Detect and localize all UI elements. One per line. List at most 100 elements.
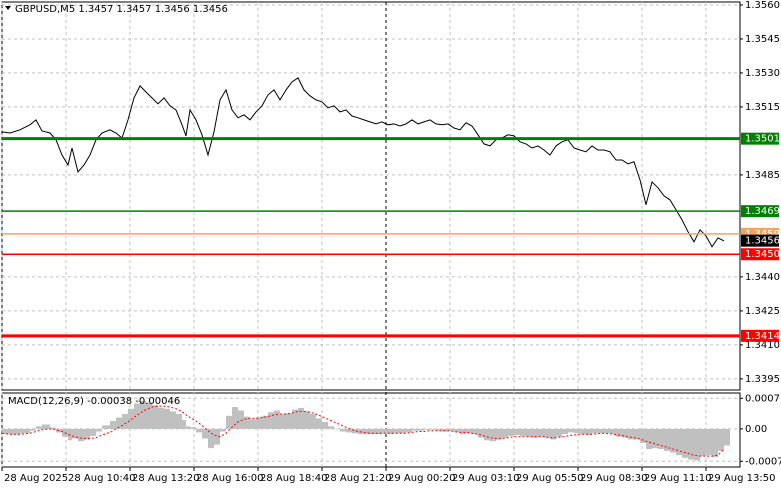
- macd-bar: [622, 428, 628, 438]
- macd-bar: [274, 410, 280, 429]
- macd-bar: [538, 428, 544, 437]
- macd-bar: [604, 428, 610, 434]
- y-tick-label: 1.3530: [745, 68, 780, 79]
- macd-bar: [128, 408, 134, 429]
- macd-bar: [72, 428, 78, 439]
- macd-bar: [232, 407, 238, 429]
- macd-bar: [646, 428, 652, 450]
- macd-bar: [328, 426, 334, 429]
- mark-layer: [1, 77, 740, 461]
- price-label: 1.3414: [745, 331, 780, 342]
- x-tick-label: 29 Aug 03:10: [452, 473, 519, 484]
- macd-bar: [310, 414, 316, 429]
- price-label: 1.3469: [745, 206, 780, 217]
- macd-bar: [208, 428, 214, 449]
- macd-bar: [220, 428, 226, 432]
- macd-bar: [340, 428, 346, 432]
- symbol-menu-arrow[interactable]: [5, 6, 11, 10]
- macd-bar: [706, 428, 712, 456]
- macd-bar: [652, 428, 658, 449]
- y-tick-label: 0.0007: [745, 393, 780, 404]
- price-label-box: [741, 205, 779, 218]
- y-tick-label: 1.3395: [745, 374, 780, 385]
- macd-bar: [616, 428, 622, 437]
- x-tick-label: 29 Aug 13:50: [708, 473, 775, 484]
- macd-bar: [96, 428, 102, 432]
- macd-bar: [164, 408, 170, 429]
- macd-bar: [152, 405, 158, 429]
- macd-bar: [508, 428, 514, 436]
- y-tick-label: 1.3560: [745, 0, 780, 11]
- macd-bar: [36, 426, 42, 429]
- macd-bar: [682, 428, 688, 458]
- price-line: [1, 77, 725, 248]
- macd-bar: [472, 428, 478, 435]
- macd-bar: [250, 419, 256, 429]
- x-tick-label: 28 Aug 16:00: [196, 473, 263, 484]
- macd-bar: [110, 421, 116, 429]
- macd-bar: [364, 428, 370, 435]
- macd-bar: [514, 428, 520, 436]
- macd-bar: [424, 428, 430, 430]
- y-tick-label: 1.3410: [745, 340, 780, 351]
- macd-bar: [190, 427, 196, 429]
- y-tick-label: 1.3485: [745, 170, 780, 181]
- macd-bar: [448, 428, 454, 431]
- macd-bar: [490, 428, 496, 442]
- macd-bar: [122, 414, 128, 429]
- macd-bar: [352, 428, 358, 434]
- macd-bar: [102, 425, 110, 429]
- macd-bar: [90, 428, 96, 436]
- macd-bar: [322, 421, 328, 429]
- macd-bar: [562, 428, 568, 435]
- macd-bar: [502, 428, 508, 438]
- x-tick-label: 28 Aug 18:40: [260, 473, 327, 484]
- x-tick-label: 28 Aug 10:40: [68, 473, 135, 484]
- macd-bar: [116, 417, 122, 429]
- chart-title: GBPUSD,M5 1.3457 1.3457 1.3456 1.3456: [15, 4, 228, 15]
- macd-bar: [478, 428, 484, 438]
- macd-bar: [382, 428, 388, 434]
- macd-bar: [84, 428, 90, 440]
- macd-bar: [700, 428, 706, 457]
- macd-bar: [628, 428, 634, 440]
- macd-bar: [718, 428, 724, 451]
- macd-bar: [20, 428, 30, 434]
- macd-bar: [256, 417, 262, 429]
- macd-bar: [346, 428, 352, 433]
- macd-bar: [688, 428, 694, 460]
- macd-bar: [694, 428, 700, 461]
- macd-bar: [400, 428, 406, 434]
- macd-bar: [574, 428, 580, 434]
- macd-bar: [406, 428, 412, 433]
- macd-bar: [268, 412, 274, 429]
- x-tick-label: 28 Aug 13:20: [132, 473, 199, 484]
- price-label: 1.3501: [745, 134, 780, 145]
- macd-bar: [580, 428, 586, 435]
- macd-bar: [244, 416, 250, 429]
- macd-bar: [286, 413, 292, 429]
- macd-bar: [202, 428, 208, 439]
- macd-bar: [532, 428, 538, 438]
- price-label-box: [741, 132, 779, 145]
- macd-bar: [712, 428, 718, 457]
- macd-bar: [170, 411, 176, 429]
- macd-bar: [454, 428, 460, 433]
- macd-bar: [460, 428, 466, 435]
- macd-bar: [436, 428, 442, 431]
- macd-bar: [292, 409, 298, 429]
- macd-title: MACD(12,26,9) -0.00038 -0.00046: [8, 396, 180, 407]
- x-tick-label: 29 Aug 05:50: [516, 473, 583, 484]
- price-label-box: [741, 248, 779, 261]
- x-tick-label: 28 Aug 2025: [4, 473, 68, 484]
- macd-bar: [158, 407, 164, 429]
- price-label: 1.3456: [745, 236, 780, 247]
- y-tick-label: 1.3440: [745, 272, 780, 283]
- x-tick-label: 28 Aug 21:20: [324, 473, 391, 484]
- macd-bar: [140, 400, 146, 429]
- label-layer: 1.3560 1.3545 1.3530 1.3515 1.3485 1.3440 1.34…: [4, 0, 781, 484]
- y-tick-label: -0.00074: [745, 456, 781, 467]
- macd-bar: [568, 428, 574, 433]
- macd-bar: [418, 428, 424, 431]
